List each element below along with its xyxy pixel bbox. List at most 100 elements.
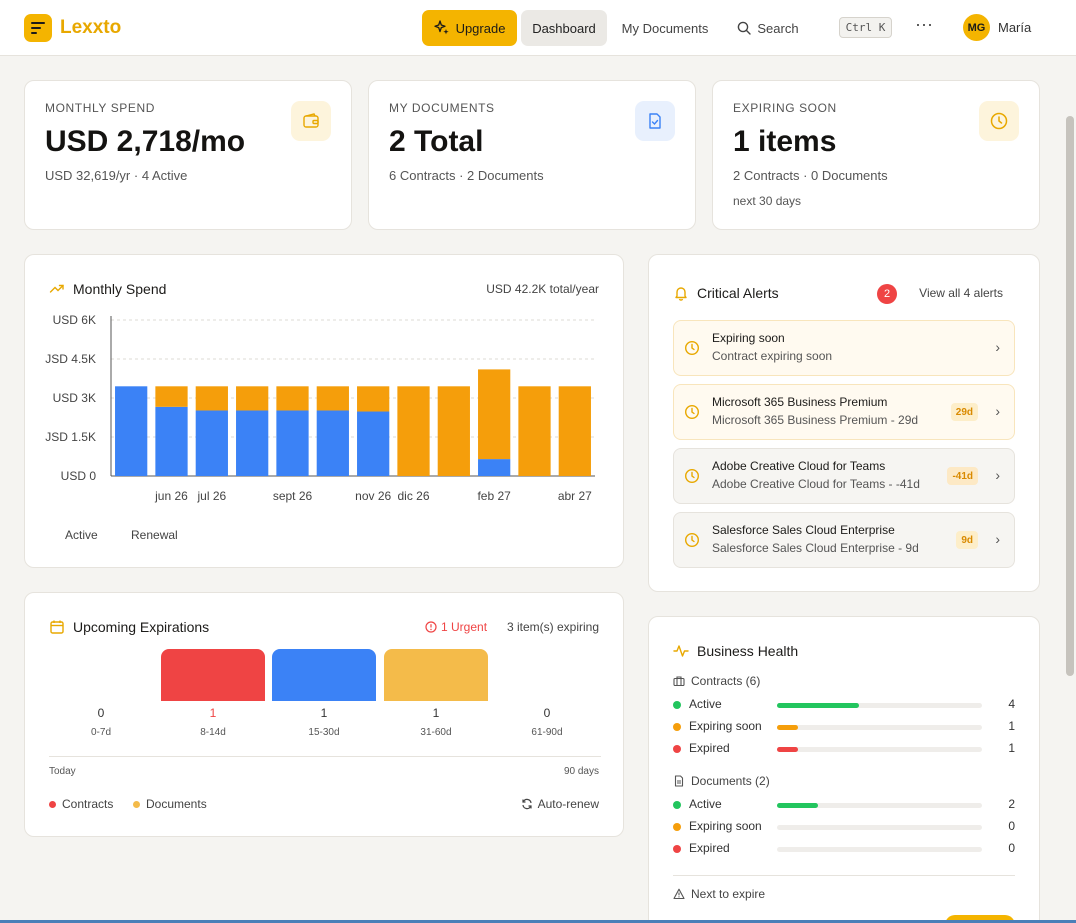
- progress-track: [777, 703, 982, 708]
- expiration-bar-31-60d[interactable]: [384, 649, 488, 701]
- health-row: Expired 0: [673, 840, 1015, 858]
- health-row-label: Active: [689, 697, 722, 711]
- alert-title: Expiring soon: [712, 331, 785, 345]
- alert-item[interactable]: Salesforce Sales Cloud Enterprise Salesfo…: [673, 512, 1015, 568]
- bucket-label: 0-7d: [90, 727, 111, 738]
- urgent-indicator: 1 Urgent: [425, 620, 487, 634]
- bar-active: [316, 410, 349, 476]
- stat-label: EXPIRING SOON: [733, 101, 837, 115]
- progress-fill: [777, 703, 859, 708]
- bar-renewal: [397, 386, 430, 476]
- bucket-count: 0: [543, 706, 551, 720]
- user-name: María: [998, 20, 1032, 35]
- documents-section-header: Documents (2): [673, 774, 770, 788]
- alert-title: Microsoft 365 Business Premium: [712, 395, 888, 409]
- briefcase-icon: [673, 676, 685, 687]
- bar-active: [236, 410, 269, 476]
- x-tick-label: jun 26: [154, 489, 188, 503]
- more-menu-button[interactable]: ···: [915, 14, 933, 34]
- wallet-icon: [291, 101, 331, 141]
- alert-title: Salesforce Sales Cloud Enterprise: [712, 523, 895, 537]
- bar-active: [115, 386, 148, 476]
- x-tick-label: feb 27: [477, 489, 511, 503]
- progress-track: [777, 803, 982, 808]
- stat-value: 2 Total: [389, 125, 484, 158]
- chevron-right-icon: ›: [995, 531, 1000, 547]
- contracts-section-label: Contracts (6): [691, 674, 761, 688]
- y-tick-label: JSD 1.5K: [45, 430, 96, 444]
- alert-item[interactable]: Microsoft 365 Business Premium Microsoft …: [673, 384, 1015, 440]
- upgrade-button[interactable]: Upgrade: [422, 10, 517, 46]
- health-row: Expired 1: [673, 740, 1015, 758]
- days-badge: 9d: [956, 531, 978, 549]
- logo[interactable]: Lexxto: [24, 14, 121, 42]
- stat-sub: 2 Contracts · 0 Documents: [733, 168, 888, 183]
- stat-card-monthly-spend: MONTHLY SPEND USD 2,718/mo USD 32,619/yr…: [24, 80, 352, 230]
- nav-my-documents[interactable]: My Documents: [621, 20, 709, 36]
- progress-track: [777, 847, 982, 852]
- bucket-count: 1: [432, 706, 440, 720]
- search-button[interactable]: Search: [728, 10, 808, 46]
- bar-renewal: [316, 386, 349, 411]
- search-shortcut: Ctrl K: [839, 17, 892, 38]
- y-tick-label: USD 0: [61, 469, 97, 483]
- status-dot: [673, 845, 681, 853]
- bar-renewal: [195, 386, 228, 411]
- scrollbar-thumb[interactable]: [1066, 116, 1074, 676]
- expiration-bar-15-30d[interactable]: [272, 649, 376, 701]
- bar-renewal: [518, 386, 551, 476]
- health-row: Active 4: [673, 696, 1015, 714]
- legend-documents-label: Documents: [146, 797, 207, 811]
- business-health-title: Business Health: [673, 643, 798, 659]
- bucket-label: 61-90d: [531, 727, 563, 738]
- scrollbar-track[interactable]: [1064, 56, 1076, 920]
- progress-track: [777, 725, 982, 730]
- next-to-expire-header: Next to expire: [673, 887, 765, 901]
- health-row-label: Expired: [689, 741, 730, 755]
- view-all-alerts-link[interactable]: View all 4 alerts: [919, 286, 1003, 300]
- search-icon: [738, 21, 752, 35]
- critical-alerts-card: Critical Alerts 2 View all 4 alerts Expi…: [648, 254, 1040, 592]
- chevron-right-icon: ›: [995, 403, 1000, 419]
- health-row-label: Expiring soon: [689, 719, 762, 733]
- x-tick-label: abr 27: [558, 489, 592, 503]
- bell-icon: [675, 287, 687, 301]
- progress-track: [777, 825, 982, 830]
- next-to-expire-label: Next to expire: [691, 887, 766, 901]
- bar-renewal: [236, 386, 269, 411]
- search-label: Search: [757, 20, 799, 36]
- alert-description: Adobe Creative Cloud for Teams - -41d: [712, 477, 920, 491]
- alert-item[interactable]: Adobe Creative Cloud for Teams Adobe Crea…: [673, 448, 1015, 504]
- window-bottom-edge: [0, 920, 1076, 923]
- status-dot: [673, 801, 681, 809]
- timeline-end: 90 days: [563, 766, 599, 777]
- health-row: Active 2: [673, 796, 1015, 814]
- user-menu[interactable]: MG María: [963, 14, 1031, 41]
- bucket-label: 15-30d: [308, 727, 340, 738]
- expiration-bar-8-14d[interactable]: [161, 649, 265, 701]
- stat-value: 1 items: [733, 125, 837, 158]
- top-bar: Lexxto Upgrade Dashboard My Documents Se…: [0, 0, 1076, 56]
- legend-active[interactable]: Active: [65, 528, 98, 542]
- y-tick-label: JSD 4.5K: [45, 352, 96, 366]
- clock-icon: [979, 101, 1019, 141]
- bucket-count: 1: [320, 706, 328, 720]
- bucket-count: 1: [209, 706, 217, 720]
- clock-icon: [684, 532, 700, 548]
- health-row: Expiring soon 0: [673, 818, 1015, 836]
- health-row-count: 2: [1008, 797, 1015, 811]
- sparkle-icon: [433, 20, 449, 35]
- warning-triangle-icon: [673, 888, 685, 900]
- timeline-divider: [49, 756, 601, 757]
- days-badge: -41d: [947, 467, 978, 485]
- progress-fill: [777, 803, 818, 808]
- legend-renewal[interactable]: Renewal: [131, 528, 178, 542]
- logo-icon: [24, 14, 52, 42]
- health-row-label: Expired: [689, 841, 730, 855]
- activity-icon: [673, 645, 689, 657]
- y-tick-label: USD 3K: [53, 391, 96, 405]
- urgent-count: 1 Urgent: [441, 620, 488, 634]
- nav-dashboard[interactable]: Dashboard: [521, 10, 607, 46]
- health-row-count: 0: [1008, 841, 1015, 855]
- alert-item[interactable]: Expiring soon Contract expiring soon ›: [673, 320, 1015, 376]
